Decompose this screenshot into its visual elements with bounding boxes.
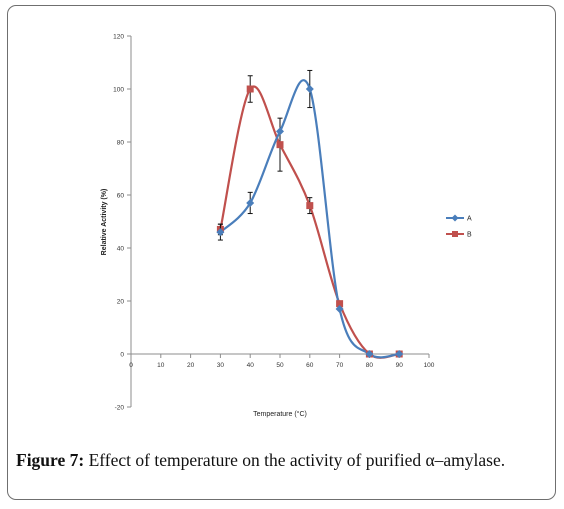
- data-point: [216, 228, 225, 237]
- x-tick-label: 70: [336, 362, 344, 369]
- x-tick-label: 60: [306, 362, 314, 369]
- series-B-marks: [216, 75, 403, 358]
- legend-marker-A: [451, 214, 459, 222]
- chart-series: [216, 69, 404, 359]
- figure-frame: [7, 5, 556, 500]
- data-point: [336, 300, 344, 308]
- x-tick-label: 10: [157, 362, 165, 369]
- y-tick-label: 20: [117, 298, 125, 305]
- x-tick-label: 30: [217, 362, 225, 369]
- x-tick-label: 80: [366, 362, 374, 369]
- series-line-B: [219, 85, 400, 359]
- x-tick-label: 20: [187, 362, 195, 369]
- y-tick-label: 60: [117, 192, 125, 199]
- y-axis-title: Relative Activity (%): [101, 189, 108, 256]
- legend-label-A: A: [467, 216, 472, 223]
- legend-marker-B: [452, 231, 458, 237]
- x-tick-label: 0: [129, 362, 133, 369]
- legend-label-B: B: [467, 232, 472, 239]
- series-B: [219, 85, 400, 359]
- data-point: [395, 350, 404, 358]
- data-point: [246, 85, 254, 93]
- figure-caption-text: Effect of temperature on the activity of…: [88, 450, 506, 470]
- series-A: [219, 79, 400, 359]
- y-tick-label: 100: [113, 86, 124, 93]
- chart-axes: -20 0 20 40 60 80 100 120 0 10 20 30 40 50 60 70 80 90 100…: [101, 33, 435, 418]
- x-axis-title: Temperature (°C): [253, 410, 307, 418]
- series-A-marks: [216, 69, 404, 358]
- chart-legend: AB: [446, 214, 472, 239]
- x-tick-label: 40: [247, 362, 255, 369]
- x-tick-label: 100: [424, 362, 435, 369]
- figure-caption: Figure 7: Effect of temperature on the a…: [16, 450, 556, 471]
- figure-caption-label: Figure 7:: [16, 450, 85, 470]
- x-tick-label: 50: [276, 362, 284, 369]
- data-point: [305, 85, 314, 93]
- y-tick-label: 40: [117, 245, 125, 252]
- y-tick-label: -20: [115, 404, 125, 411]
- y-tick-label: 0: [120, 351, 124, 358]
- data-point: [276, 127, 284, 136]
- y-tick-label: 80: [117, 139, 125, 146]
- data-point: [246, 198, 255, 207]
- data-point: [335, 304, 344, 313]
- data-point: [365, 350, 374, 358]
- y-tick-label: 120: [113, 33, 124, 40]
- x-tick-label: 90: [396, 362, 404, 369]
- series-line-A: [219, 79, 400, 359]
- data-point: [306, 202, 314, 210]
- data-point: [276, 141, 284, 149]
